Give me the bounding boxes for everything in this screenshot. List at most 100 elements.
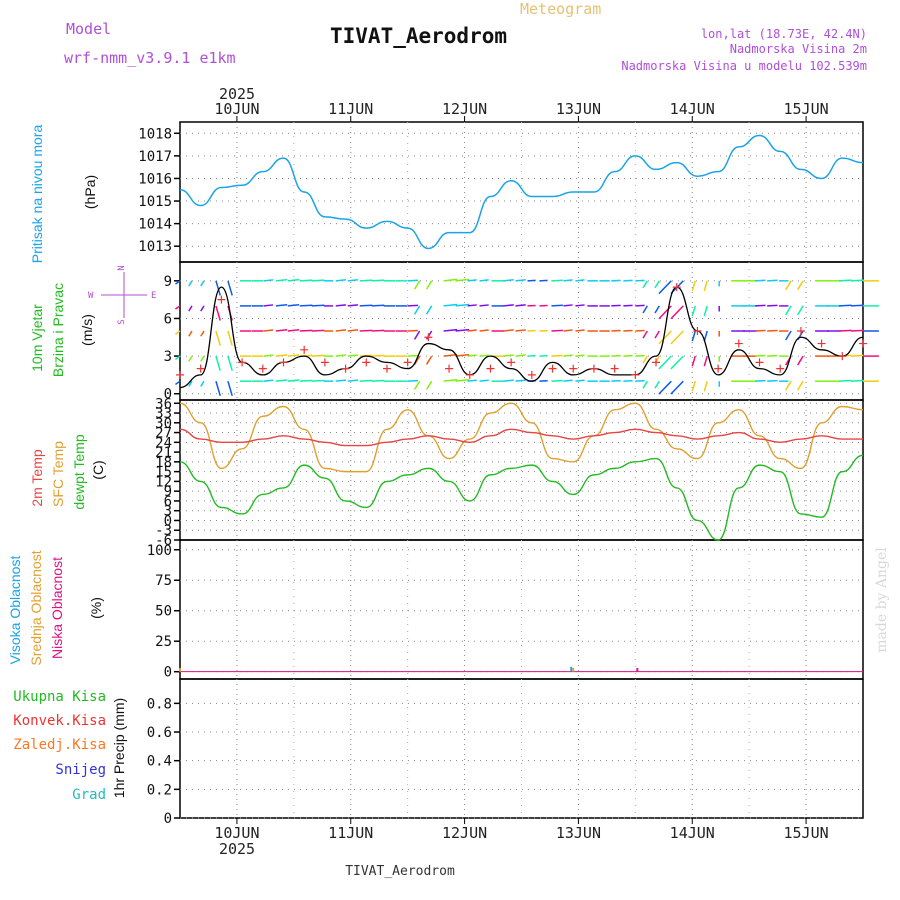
gust-marker bbox=[734, 339, 743, 348]
wind-arrow bbox=[654, 305, 660, 314]
made-by-label: made by Angel bbox=[874, 547, 890, 653]
gust-marker bbox=[465, 370, 474, 379]
gust-marker bbox=[652, 358, 661, 367]
wind-arrow bbox=[335, 304, 347, 307]
pressure-unit: (hPa) bbox=[82, 175, 98, 209]
chart-title: TIVAT_Aerodrom bbox=[330, 24, 507, 48]
wind-arrow bbox=[335, 354, 347, 357]
wind-arrow bbox=[797, 280, 804, 291]
wind-arrow bbox=[642, 280, 648, 289]
temp-unit: (C) bbox=[90, 460, 106, 479]
wind-arrow bbox=[785, 380, 792, 391]
wind-arrow bbox=[371, 279, 385, 282]
wind-arrow bbox=[227, 380, 233, 396]
wind-arrow bbox=[551, 279, 563, 282]
gust-marker bbox=[631, 370, 640, 379]
precip-label-hail: Grad bbox=[72, 787, 106, 803]
day-label-top: 11JUN bbox=[328, 100, 373, 118]
cloud-bar bbox=[179, 668, 181, 672]
wind-arrow bbox=[443, 353, 458, 357]
wind-arrow bbox=[755, 379, 766, 382]
wind-arrow bbox=[299, 329, 313, 332]
wind-arrow bbox=[838, 304, 852, 307]
ytick-label-temp: 0 bbox=[164, 513, 172, 529]
wind-arrow bbox=[287, 354, 300, 357]
precip-label-frozen: Zaledj.Kisa bbox=[13, 737, 106, 753]
wind-arrow bbox=[658, 280, 672, 295]
day-label-bottom: 15JUN bbox=[784, 824, 829, 842]
wind-arrow bbox=[850, 354, 864, 357]
wind-arrow bbox=[200, 355, 205, 362]
wind-arrow bbox=[335, 379, 347, 382]
compass-north: N bbox=[117, 265, 127, 270]
wind-arrow bbox=[467, 279, 477, 282]
compass-south: S bbox=[117, 319, 127, 324]
wind-arrow bbox=[299, 279, 313, 282]
wind-arrow bbox=[371, 354, 385, 357]
wind-arrow bbox=[174, 305, 181, 310]
wind-arrow bbox=[503, 304, 514, 307]
wind-arrow bbox=[413, 305, 421, 315]
wind-arrow bbox=[670, 305, 684, 320]
gust-marker bbox=[755, 358, 764, 367]
wind-arrow bbox=[515, 278, 526, 282]
pressure-line bbox=[179, 134, 864, 250]
wind-arrow bbox=[658, 305, 672, 320]
gust-marker bbox=[693, 327, 702, 335]
wind-arrow bbox=[515, 354, 526, 357]
wind-arrow bbox=[654, 280, 660, 289]
wind-arrow bbox=[838, 279, 852, 282]
wind-arrow bbox=[407, 279, 419, 282]
wind-arrow bbox=[174, 280, 181, 285]
wind-arrow bbox=[767, 379, 778, 382]
wind-arrow bbox=[174, 380, 181, 386]
wind-arrow bbox=[174, 330, 181, 335]
wind-arrow bbox=[503, 379, 514, 382]
wind-arrow bbox=[670, 355, 684, 370]
wind-arrow bbox=[311, 354, 325, 357]
gust-marker bbox=[859, 339, 867, 348]
wind-arrow bbox=[425, 330, 433, 340]
wind-arrow bbox=[703, 280, 708, 292]
wind-arrow bbox=[200, 305, 205, 312]
wind-arrow bbox=[551, 304, 563, 307]
wind-arrow bbox=[575, 379, 585, 382]
model-label: Model bbox=[66, 20, 111, 38]
meteogram-label: Meteogram bbox=[520, 0, 601, 18]
precip-label-conv: Konvek.Kisa bbox=[13, 713, 106, 729]
wind-arrow bbox=[785, 280, 792, 291]
panel-frame-prec bbox=[179, 678, 864, 819]
wind-arrow bbox=[767, 329, 778, 332]
wind-arrow bbox=[767, 304, 778, 307]
ytick-label-wind: 3 bbox=[164, 349, 172, 365]
wind-arrow bbox=[850, 379, 864, 382]
wind-arrow bbox=[797, 380, 804, 391]
wind-arrow bbox=[215, 330, 221, 346]
wind-arrow bbox=[188, 355, 193, 362]
wind-arrow bbox=[347, 278, 359, 282]
wind-arrow bbox=[467, 304, 477, 307]
wind-arrow bbox=[188, 280, 193, 287]
wind-arrow bbox=[443, 379, 458, 382]
wind-arrow bbox=[407, 304, 419, 307]
ytick-label-pres: 1013 bbox=[138, 239, 172, 255]
wind-arrow bbox=[359, 304, 373, 307]
gust-marker bbox=[838, 352, 847, 361]
gust-marker bbox=[362, 358, 371, 367]
wind-arrow bbox=[563, 279, 573, 282]
wind-arrow bbox=[275, 379, 288, 382]
gust-marker bbox=[176, 370, 184, 379]
gust-marker bbox=[382, 364, 391, 373]
gust-marker bbox=[527, 370, 536, 379]
wind-arrow bbox=[287, 329, 300, 332]
ytick-label-prec: 0.8 bbox=[147, 696, 172, 712]
wind-arrow bbox=[311, 329, 325, 332]
ytick-label-cloud: 50 bbox=[155, 604, 172, 620]
wind-arrow bbox=[575, 304, 585, 307]
model-name: wrf-nmm_v3.9.1 e1km bbox=[64, 49, 236, 67]
wind-arrow bbox=[785, 330, 792, 341]
gust-marker bbox=[300, 345, 309, 354]
ytick-label-prec: 0.2 bbox=[147, 782, 172, 798]
wind-arrow bbox=[850, 329, 864, 332]
wind-arrow bbox=[642, 355, 648, 364]
